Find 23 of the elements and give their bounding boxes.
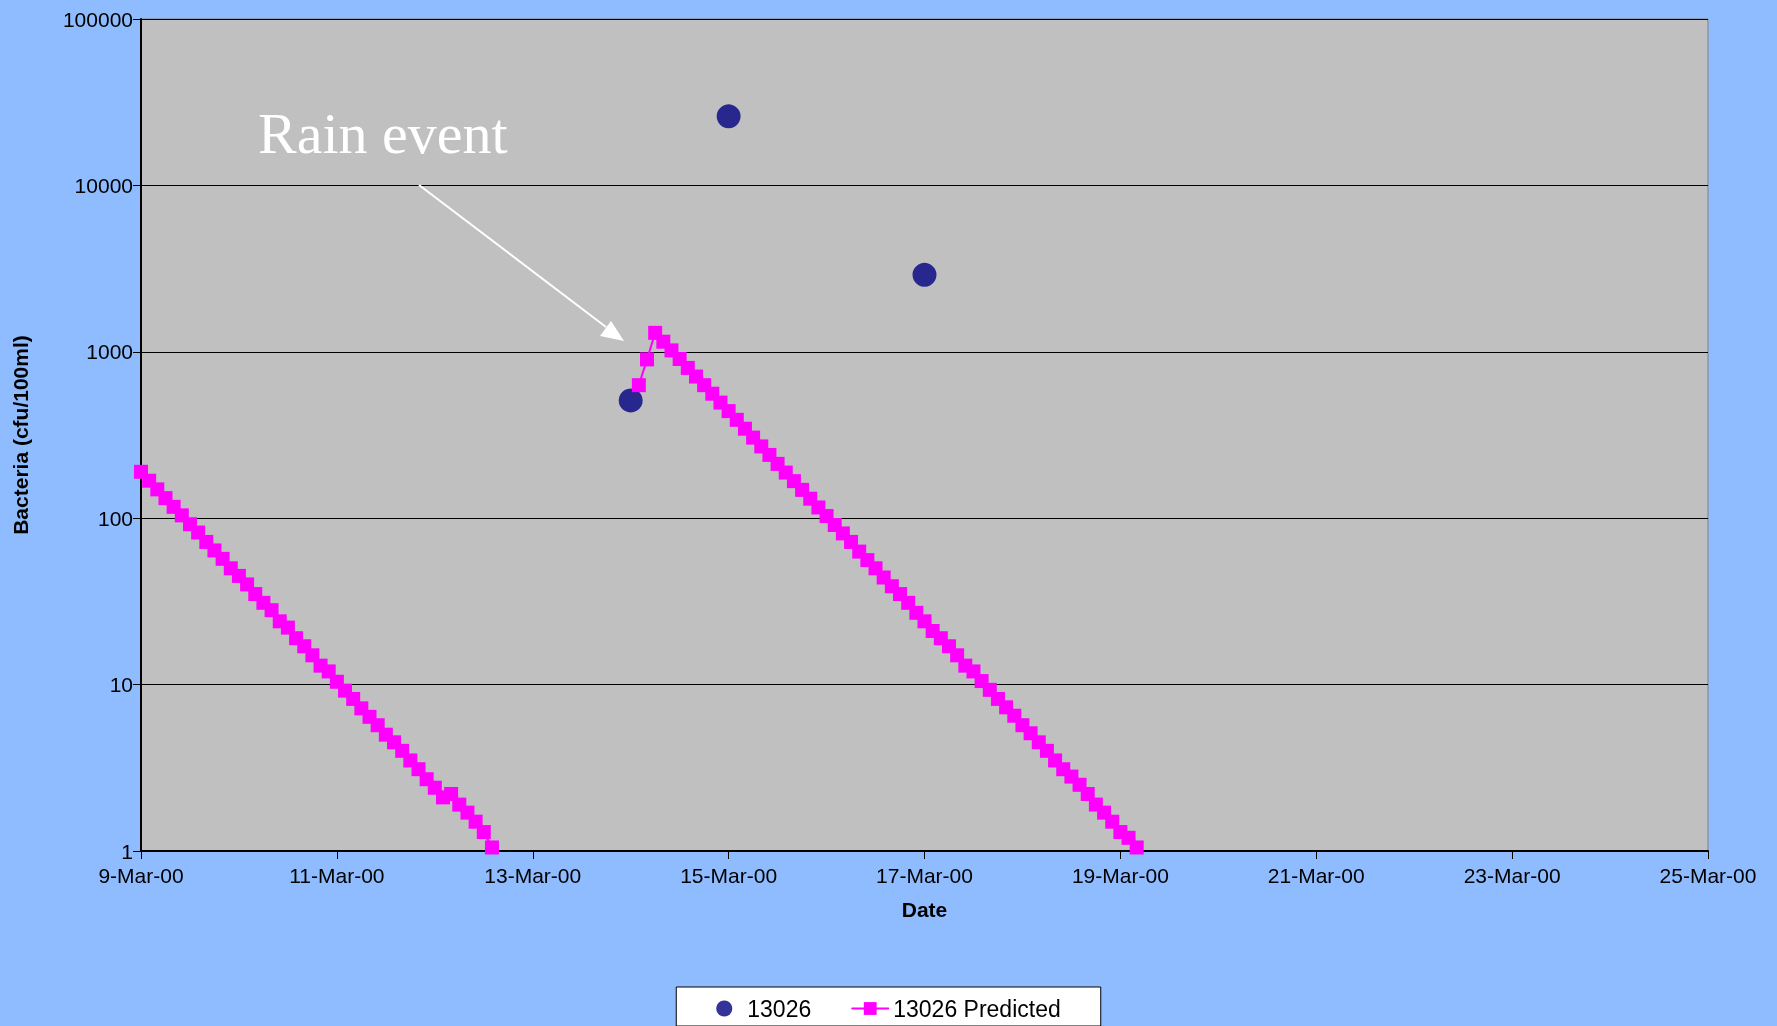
- x-tick-label: 15-Mar-00: [680, 864, 778, 887]
- annotation: Rain event: [258, 100, 508, 166]
- legend-label: 13026: [747, 995, 812, 1022]
- x-tick-label: 13-Mar-00: [484, 864, 582, 887]
- x-tick-label: 17-Mar-00: [876, 864, 973, 887]
- y-tick-label: 100000: [62, 7, 133, 31]
- y-tick-label: 100: [97, 506, 133, 530]
- x-tick-label: 25-Mar-00: [1659, 864, 1757, 887]
- y-tick-label: 1000: [86, 340, 133, 364]
- x-tick-label: 11-Mar-00: [289, 864, 385, 887]
- point: [716, 104, 741, 129]
- x-tick-label: 21-Mar-00: [1267, 864, 1365, 887]
- y-axis-title: Bacteria (cfu/100ml): [9, 335, 32, 535]
- point: [912, 262, 937, 287]
- y-tick-label: 10000: [74, 173, 133, 197]
- point: [618, 388, 643, 413]
- y-tick-label: 1: [121, 839, 133, 863]
- x-tick-label: 9-Mar-00: [98, 864, 184, 887]
- y-tick-label: 10: [109, 673, 133, 697]
- x-axis-title: Date: [901, 898, 948, 921]
- x-tick-label: 23-Mar-00: [1463, 864, 1561, 887]
- x-tick-label: 19-Mar-00: [1071, 864, 1169, 887]
- legend-label: 13026 Predicted: [893, 995, 1061, 1022]
